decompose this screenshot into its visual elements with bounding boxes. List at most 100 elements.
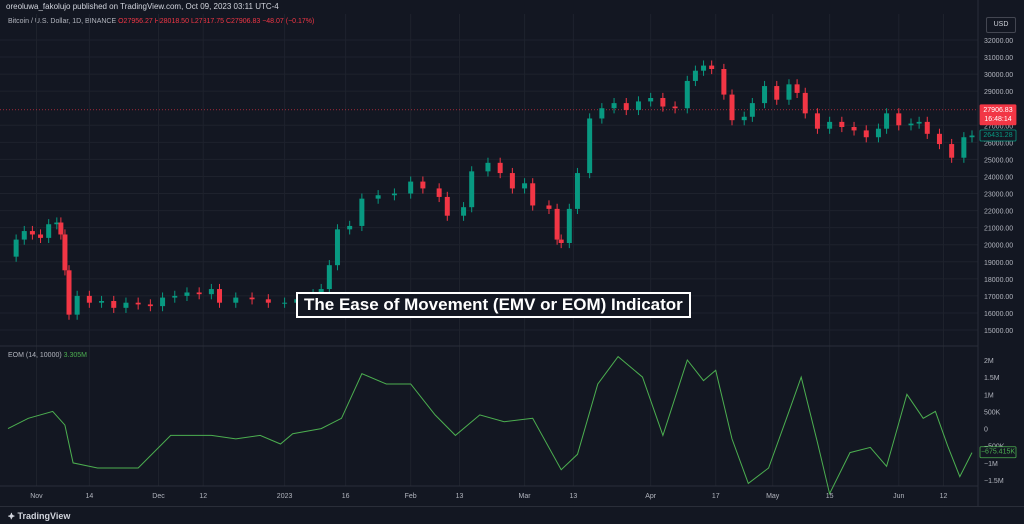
candle-body — [135, 302, 141, 305]
time-tick-label: Feb — [405, 493, 417, 500]
time-tick-label: May — [766, 493, 780, 500]
candle-body — [147, 304, 153, 307]
time-tick-label: 12 — [199, 493, 207, 500]
eom-tick-label: −1.5M — [984, 478, 1004, 485]
eom-badge-text: −675.415K — [981, 449, 1015, 456]
candle-body — [884, 113, 890, 129]
candle-body — [749, 103, 755, 117]
price-tick-label: 26000.00 — [984, 140, 1013, 147]
time-tick-label: Jun — [893, 493, 904, 500]
candle-body — [172, 295, 178, 298]
price-tick-label: 32000.00 — [984, 38, 1013, 45]
open-value: O27956.27 — [118, 18, 153, 25]
candle-body — [38, 234, 44, 238]
candle-body — [509, 173, 515, 189]
price-tick-label: 24000.00 — [984, 174, 1013, 181]
candle-body — [916, 121, 922, 124]
eom-tick-label: 1.5M — [984, 375, 1000, 382]
candle-body — [13, 239, 19, 257]
brand-label: TradingView — [17, 511, 71, 521]
last-price-badge-text: 16:48:14 — [984, 116, 1011, 123]
candle-body — [969, 135, 975, 138]
candle-body — [684, 80, 690, 109]
candle-body — [908, 123, 914, 126]
candle-body — [672, 106, 678, 109]
candle-body — [949, 144, 955, 158]
candle-body — [46, 224, 52, 238]
price-tick-label: 25000.00 — [984, 157, 1013, 164]
price-tick-label: 31000.00 — [984, 55, 1013, 62]
candle-body — [794, 84, 800, 93]
price-tick-label: 22000.00 — [984, 209, 1013, 216]
candle-body — [99, 301, 105, 303]
candle-body — [326, 265, 332, 290]
time-tick-label: 16 — [342, 493, 350, 500]
price-tick-label: 16000.00 — [984, 311, 1013, 318]
symbol-name[interactable]: Bitcoin / U.S. Dollar, 1D, BINANCE — [8, 18, 117, 25]
eom-line — [7, 355, 973, 496]
candle-body — [851, 127, 857, 131]
candle-body — [961, 137, 967, 158]
candle-body — [936, 133, 942, 145]
candle-body — [196, 292, 202, 295]
candle-body — [896, 113, 902, 126]
candle-body — [924, 121, 930, 134]
low-value: L27817.75 — [190, 18, 225, 25]
candle-body — [774, 86, 780, 100]
candle-body — [265, 299, 271, 303]
eom-legend[interactable]: EOM (14, 10000) 3.305M — [8, 352, 87, 359]
candle-body — [86, 295, 92, 303]
candle-body — [741, 116, 747, 121]
price-tick-label: 21000.00 — [984, 226, 1013, 233]
ma-badge-text: 26431.28 — [983, 132, 1012, 139]
eom-tick-label: 500K — [984, 409, 1001, 416]
candle-body — [485, 162, 491, 172]
price-tick-label: 23000.00 — [984, 192, 1013, 199]
candle-body — [233, 297, 239, 303]
time-tick-label: Apr — [645, 493, 657, 500]
chart-canvas[interactable]: 32000.00 31000.00 30000.00 29000.00 27000.00… — [0, 0, 1024, 506]
candle-body — [249, 297, 255, 300]
price-tick-label: 29000.00 — [984, 89, 1013, 96]
candle-body — [436, 188, 442, 197]
candle-body — [58, 222, 64, 235]
candle-body — [375, 195, 381, 199]
candle-body — [701, 65, 707, 71]
price-tick-label: 20000.00 — [984, 243, 1013, 250]
eom-value: 3.305M — [63, 352, 88, 359]
candle-body — [74, 295, 80, 315]
time-tick-label: Mar — [519, 493, 532, 500]
price-tick-label: 17000.00 — [984, 294, 1013, 301]
candle-body — [729, 94, 735, 121]
candle-body — [217, 289, 223, 303]
candle-body — [184, 292, 190, 296]
candle-body — [522, 183, 528, 189]
candle-body — [554, 208, 560, 240]
candle-body — [599, 108, 605, 119]
price-tick-label: 15000.00 — [984, 328, 1013, 335]
time-tick-label: Dec — [152, 493, 165, 500]
candle-body — [359, 198, 365, 226]
tradingview-logo[interactable]: ⯌ TradingView — [8, 511, 70, 522]
footer: ⯌ TradingView — [0, 506, 1024, 524]
candle-body — [318, 289, 324, 295]
time-tick-label: 14 — [85, 493, 93, 500]
candle-body — [721, 69, 727, 95]
eom-badge — [979, 446, 1017, 459]
price-tick-label: 27000.00 — [984, 123, 1013, 130]
candle-body — [408, 181, 414, 194]
candle-body — [444, 196, 450, 216]
candle-body — [123, 302, 129, 308]
high-value: H28018.50 — [154, 18, 189, 25]
candle-body — [863, 130, 869, 138]
candle-body — [692, 70, 698, 81]
tv-logo-icon: ⯌ — [8, 511, 18, 521]
currency-button[interactable]: USD — [986, 17, 1016, 33]
eom-name[interactable]: EOM (14, 10000) — [8, 352, 62, 359]
symbol-legend[interactable]: Bitcoin / U.S. Dollar, 1D, BINANCE O2795… — [8, 18, 314, 25]
title-overlay: The Ease of Movement (EMV or EOM) Indica… — [296, 292, 691, 318]
eom-tick-label: 2M — [984, 358, 994, 365]
time-tick-label: 13 — [456, 493, 464, 500]
time-tick-label: 13 — [569, 493, 577, 500]
close-value: C27906.83 — [225, 18, 261, 25]
